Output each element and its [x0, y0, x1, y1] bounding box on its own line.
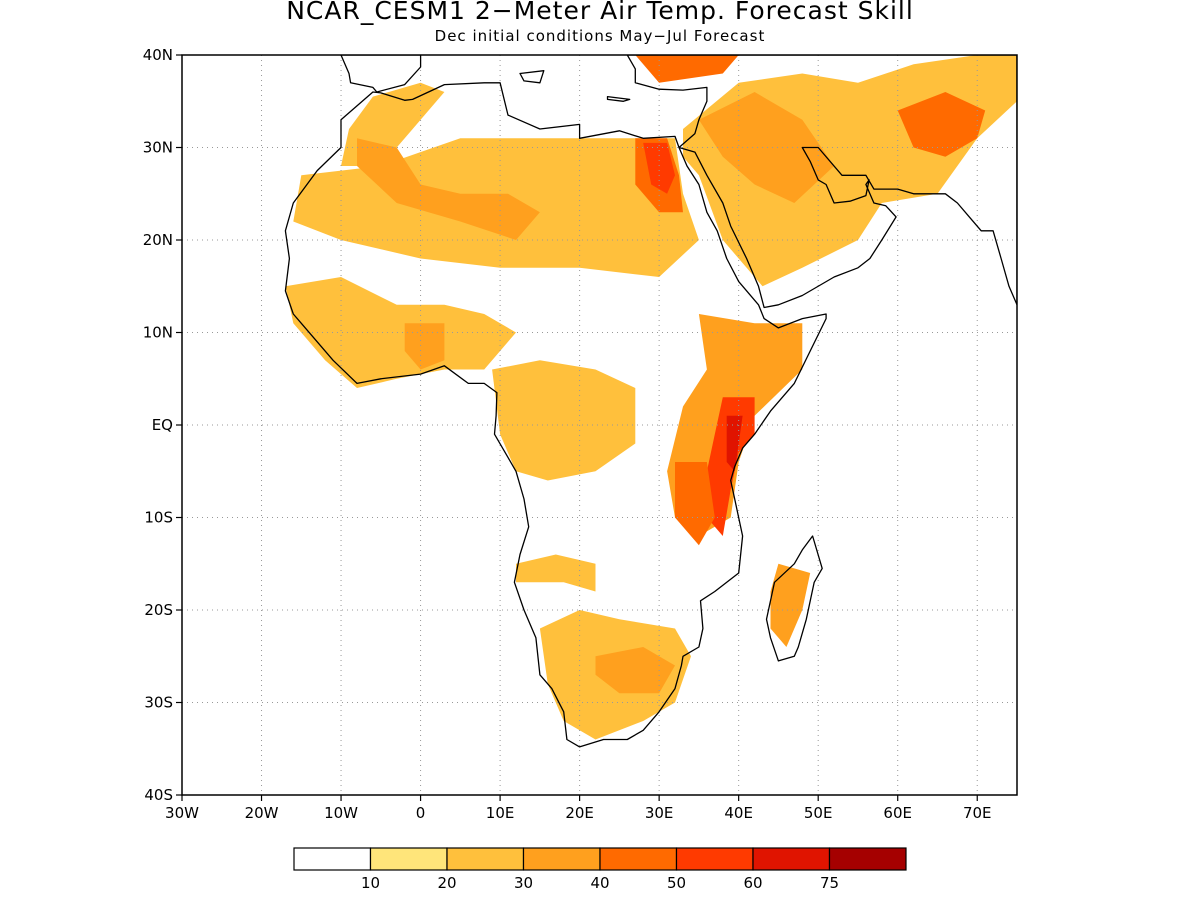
colorbar-swatch — [369, 847, 448, 871]
coastline-iberia — [340, 55, 422, 93]
lat-tick-label: EQ — [152, 416, 173, 434]
skill-fill-layer — [285, 55, 1017, 740]
lon-tick-label: 30W — [165, 804, 199, 822]
lon-tick-label: 0 — [416, 804, 426, 822]
colorbar-label: 10 — [361, 874, 380, 892]
colorbar-swatch — [522, 847, 601, 871]
coastline-arabia — [626, 55, 1017, 309]
skill-region-tanzania — [675, 462, 715, 546]
lon-tick-label: 40E — [724, 804, 753, 822]
lon-tick-label: 30E — [645, 804, 674, 822]
skill-region-sahara-hot — [357, 138, 540, 240]
skill-region-arabia — [683, 55, 1017, 287]
skill-region-madagascar — [770, 563, 811, 647]
lon-tick-label: 10E — [486, 804, 515, 822]
lon-tick-label: 10W — [324, 804, 358, 822]
lat-tick-label: 40S — [144, 786, 173, 804]
skill-region-central — [492, 360, 636, 481]
colorbar-swatch — [599, 847, 678, 871]
coastline-layer — [284, 55, 1073, 748]
skill-region-angola — [516, 554, 596, 592]
skill-region-west-africa-hot — [404, 323, 445, 370]
coastline-madagascar — [765, 535, 823, 662]
skill-region-west-africa — [285, 277, 516, 388]
skill-region-turkey — [635, 55, 739, 83]
colorbar-label: 50 — [667, 874, 686, 892]
lat-tick-label: 30N — [143, 139, 173, 157]
lat-tick-label: 10S — [144, 509, 173, 527]
lat-tick-label: 20N — [143, 231, 173, 249]
colorbar: 10 20 30 40 50 60 75 — [293, 847, 907, 892]
map-title: NCAR_CESM1 2−Meter Air Temp. Forecast Sk… — [286, 0, 914, 25]
skill-region-iran-hot — [897, 92, 986, 157]
skill-region-arabia-hot — [698, 92, 835, 203]
skill-region-egypt-core — [643, 142, 675, 194]
lat-tick-label: 10N — [143, 324, 173, 342]
lat-tick-label: 30S — [144, 694, 173, 712]
skill-region-kenya-core — [726, 415, 743, 472]
lon-tick-label: 50E — [804, 804, 833, 822]
colorbar-swatch — [675, 847, 754, 871]
skill-region-southern-hot — [595, 647, 675, 694]
coastline-crete — [606, 95, 631, 102]
colorbar-label: 40 — [590, 874, 609, 892]
lon-tick-label: 20W — [245, 804, 279, 822]
lon-tick-label: 70E — [963, 804, 992, 822]
colorbar-label: 30 — [514, 874, 533, 892]
map-subtitle: Dec initial conditions May−Jul Forecast — [434, 27, 766, 45]
colorbar-swatch — [828, 847, 907, 871]
colorbar-swatch — [446, 847, 525, 871]
colorbar-swatch — [293, 847, 372, 871]
lon-tick-label: 20E — [565, 804, 594, 822]
lat-tick-label: 20S — [144, 601, 173, 619]
colorbar-label: 20 — [437, 874, 456, 892]
colorbar-label: 75 — [820, 874, 839, 892]
lat-tick-label: 40N — [143, 46, 173, 64]
coastline-italy-sicily — [519, 70, 545, 84]
lon-tick-label: 60E — [883, 804, 912, 822]
coastline-africa — [284, 82, 827, 748]
coastline-sri-lanka — [1057, 342, 1073, 370]
gridlines — [182, 55, 1017, 795]
colorbar-label: 60 — [743, 874, 762, 892]
colorbar-swatch — [752, 847, 831, 871]
